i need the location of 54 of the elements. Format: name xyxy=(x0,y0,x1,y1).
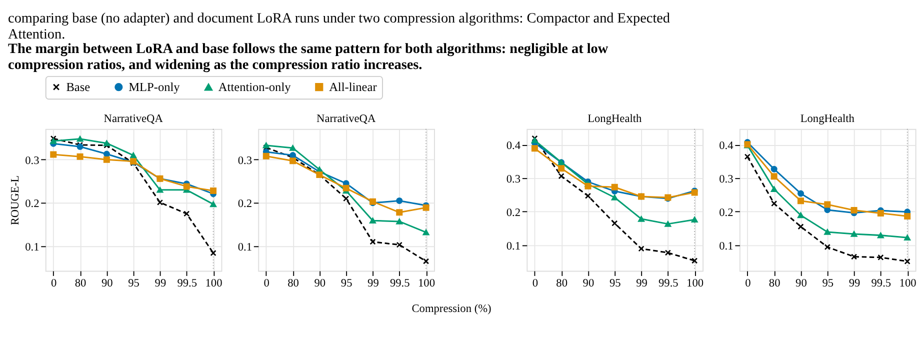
x-tick-label: 80 xyxy=(556,277,568,290)
x-tick-label: 95 xyxy=(609,277,622,290)
chart-title: NarrativeQA xyxy=(104,112,164,125)
x-tick-label: 90 xyxy=(796,277,808,290)
y-tick-label: 0.1 xyxy=(25,241,40,254)
legend-label: Attention-only xyxy=(218,80,292,94)
x-tick-label: 100 xyxy=(899,277,917,290)
y-tick-label: 0.3 xyxy=(506,173,521,186)
x-tick-label: 99.5 xyxy=(658,277,679,290)
legend-label: Base xyxy=(66,80,91,94)
x-tick-label: 100 xyxy=(418,277,436,290)
x-tick-label: 80 xyxy=(288,277,300,290)
x-tick-label: 99.5 xyxy=(871,277,892,290)
x-tick-label: 90 xyxy=(314,277,326,290)
y-tick-label: 0.2 xyxy=(25,198,40,210)
text: The margin between LoRA and base follows the same pattern for both algorithms: negligible at low compression ratios, and widening as the compression ratio increases. xyxy=(8,40,609,73)
x-tick-label: 95 xyxy=(128,277,140,290)
y-tick-label: 0.1 xyxy=(238,241,252,254)
x-tick-label: 99 xyxy=(848,277,861,290)
chart-title: LongHealth xyxy=(800,112,855,125)
x-tick-label: 100 xyxy=(686,277,704,290)
x-tick-label: 0 xyxy=(264,277,270,290)
x-tick-label: 0 xyxy=(51,277,58,290)
x-tick-label: 100 xyxy=(205,277,223,290)
x-tick-label: 80 xyxy=(768,277,781,290)
y-tick-label: 0.2 xyxy=(238,198,252,210)
legend-label: MLP-only xyxy=(128,80,181,94)
y-tick-label: 0.3 xyxy=(238,154,252,167)
x-tick-label: 0 xyxy=(532,277,538,290)
chart-title: NarrativeQA xyxy=(316,112,376,125)
y-tick-label: 0.3 xyxy=(25,154,40,167)
x-tick-label: 95 xyxy=(340,277,353,290)
y-axis-title: ROUGE-L xyxy=(9,175,22,226)
x-tick-label: 95 xyxy=(822,277,834,290)
x-tick-label: 99.5 xyxy=(177,277,198,290)
x-tick-label: 99 xyxy=(368,277,380,290)
y-tick-label: 0.2 xyxy=(506,206,521,219)
y-tick-label: 0.1 xyxy=(719,240,734,252)
y-tick-label: 0.3 xyxy=(719,173,734,186)
chart-title: LongHealth xyxy=(588,112,642,125)
text: comparing base (no adapter) and document LoRA runs under two compression algorithms: Compactor and Expected Attention. xyxy=(8,10,670,43)
x-tick-label: 99 xyxy=(636,277,648,290)
y-tick-label: 0.4 xyxy=(506,140,521,152)
x-tick-label: 90 xyxy=(101,277,114,290)
x-axis-title: Compression (%) xyxy=(412,302,492,315)
x-tick-label: 0 xyxy=(745,277,752,290)
y-tick-label: 0.4 xyxy=(719,140,734,152)
y-tick-label: 0.1 xyxy=(506,240,521,252)
y-tick-label: 0.2 xyxy=(719,206,734,219)
x-tick-label: 99 xyxy=(154,277,166,290)
x-tick-label: 80 xyxy=(74,277,87,290)
legend-label: All-linear xyxy=(329,80,377,94)
x-tick-label: 90 xyxy=(582,277,594,290)
x-tick-label: 99.5 xyxy=(390,277,410,290)
